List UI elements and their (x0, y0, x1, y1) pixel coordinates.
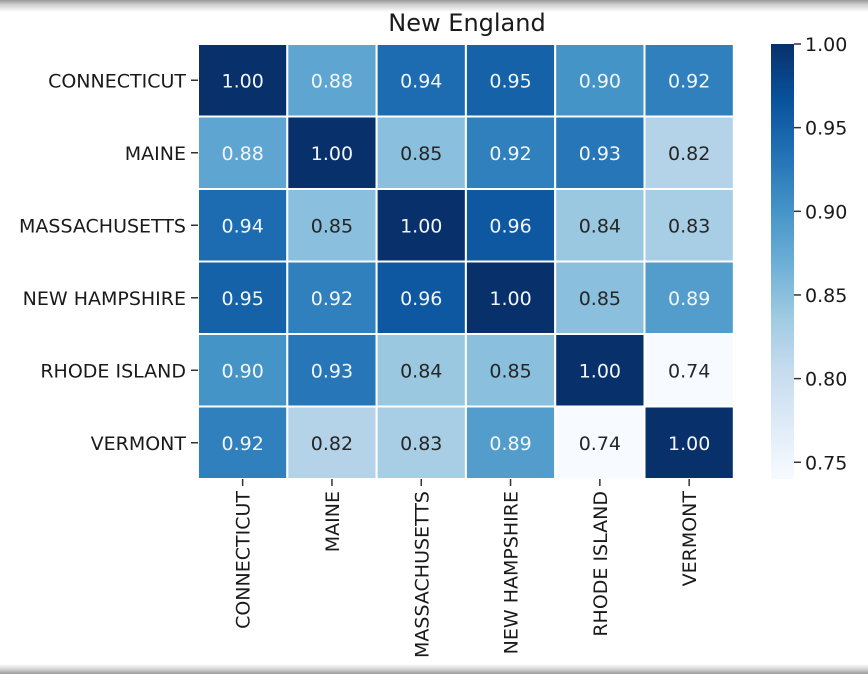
heatmap-cell-label: 1.00 (311, 143, 353, 165)
heatmap-cell-label: 0.74 (579, 433, 621, 455)
row-label: CONNECTICUT (48, 70, 186, 92)
heatmap-cell (464, 333, 557, 408)
screenshot-bottom-shadow (0, 664, 868, 674)
heatmap-cell (286, 188, 378, 263)
heatmap-cell-label: 0.85 (400, 143, 442, 165)
heatmap-cell (197, 333, 289, 408)
colorbar: 0.75 0.80 0.85 0.90 0.95 1.00 (771, 34, 847, 479)
heatmap-cell (554, 333, 646, 408)
heatmap-cell-label: 0.85 (489, 360, 531, 382)
column-label: VERMONT (679, 491, 701, 587)
colorbar-tick-label: 0.90 (805, 201, 847, 223)
heatmap-cell-label: 0.84 (400, 360, 442, 382)
column-label: RHODE ISLAND (590, 491, 612, 637)
heatmap-cell-label: 0.85 (579, 288, 621, 310)
colorbar-gradient (771, 44, 794, 479)
heatmap-cell (375, 115, 467, 190)
heatmap-cell-label: 0.88 (311, 70, 353, 92)
column-label: NEW HAMPSHIRE (501, 491, 523, 654)
heatmap-cell-label: 0.82 (311, 433, 353, 455)
heatmap-cell-label: 0.95 (489, 70, 531, 92)
heatmap-cell-label: 0.89 (668, 288, 710, 310)
heatmap-cell-label: 0.83 (400, 433, 442, 455)
column-label: CONNECTICUT (233, 491, 255, 629)
heatmap-cell-label: 0.90 (579, 70, 621, 92)
heatmap-cell-label: 0.74 (668, 360, 710, 382)
heatmap-cell-label: 0.96 (400, 288, 442, 310)
heatmap-cell (375, 188, 467, 263)
heatmap-cell-label: 0.96 (489, 215, 531, 237)
heatmap-cell-label: 0.95 (221, 288, 263, 310)
heatmap-cell (197, 115, 289, 190)
heatmap-cell (643, 43, 735, 118)
heatmap-cell (643, 405, 735, 480)
heatmap-cell-label: 0.90 (221, 360, 263, 382)
heatmap-cell-label: 0.84 (579, 215, 621, 237)
heatmap-cell (197, 188, 289, 263)
chart-title: New England (388, 9, 545, 37)
heatmap-cell-label: 0.93 (311, 360, 353, 382)
row-label: NEW HAMPSHIRE (23, 288, 186, 310)
row-label: MASSACHUSETTS (19, 215, 186, 237)
row-label: MAINE (125, 143, 186, 165)
colorbar-tick-label: 0.95 (805, 118, 847, 140)
row-label: RHODE ISLAND (40, 360, 186, 382)
heatmap-cell (464, 405, 557, 480)
colorbar-tick-label: 0.85 (805, 285, 847, 307)
heatmap-cell-label: 0.82 (668, 143, 710, 165)
heatmap-cell-label: 1.00 (668, 433, 710, 455)
heatmap-cell (197, 260, 289, 335)
colorbar-tick-label: 1.00 (805, 34, 847, 56)
heatmap-cell (643, 188, 735, 263)
column-labels: CONNECTICUT MAINE MASSACHUSETTS NEW HAMPSHI… (233, 479, 701, 658)
column-label: MAINE (322, 491, 344, 552)
heatmap-cell (375, 333, 467, 408)
heatmap-cell-label: 1.00 (400, 215, 442, 237)
heatmap-cell (554, 115, 646, 190)
heatmap-cell-label: 0.92 (221, 433, 263, 455)
heatmap-cell-label: 0.94 (400, 70, 442, 92)
column-label: MASSACHUSETTS (411, 491, 433, 658)
heatmap-cell-label: 1.00 (579, 360, 621, 382)
heatmap-cell-label: 0.85 (311, 215, 353, 237)
colorbar-tick-label: 0.75 (805, 452, 847, 474)
heatmap-cell (286, 405, 378, 480)
heatmap-cell (643, 260, 735, 335)
row-label: VERMONT (91, 433, 187, 455)
heatmap-cell-label: 1.00 (221, 70, 263, 92)
heatmap-cell-label: 0.93 (579, 143, 621, 165)
heatmap-cell-label: 1.00 (489, 288, 531, 310)
heatmap-cell (286, 115, 378, 190)
heatmap-cell-label: 0.89 (489, 433, 531, 455)
colorbar-tick-label: 0.80 (805, 369, 847, 391)
heatmap-cell (375, 405, 467, 480)
heatmap-cell-label: 0.83 (668, 215, 710, 237)
heatmap-cell-label: 0.92 (489, 143, 531, 165)
heatmap-cell-label: 0.92 (668, 70, 710, 92)
screenshot-top-shadow (0, 0, 868, 12)
heatmap-cell (197, 405, 289, 480)
heatmap-cells: 1.00 0.88 0.94 0.95 0.90 0.92 0.88 1.00 0.85 0.92… (197, 43, 735, 480)
row-labels: CONNECTICUT MAINE MASSACHUSETTS NEW HAMPSHI… (19, 70, 198, 455)
heatmap-cell-label: 0.88 (221, 143, 263, 165)
heatmap-cell-label: 0.94 (221, 215, 263, 237)
heatmap-cell-label: 0.92 (311, 288, 353, 310)
